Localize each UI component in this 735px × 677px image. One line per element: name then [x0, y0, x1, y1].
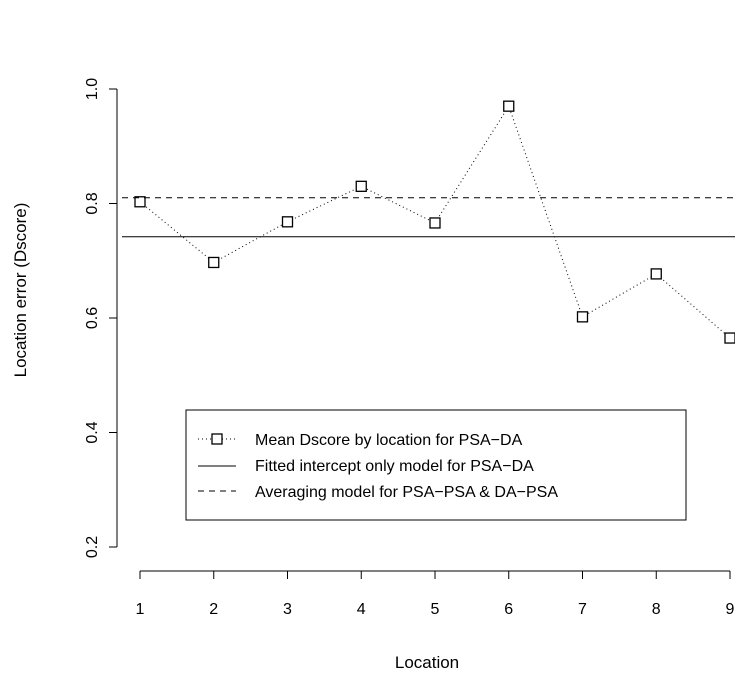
mean-point — [134, 196, 146, 208]
mean-point — [281, 216, 294, 228]
mean-point — [576, 311, 589, 323]
y-tick-label: 0.2 — [84, 536, 101, 558]
y-axis-title: Location error (Dscore) — [11, 203, 30, 378]
mean-point — [724, 332, 735, 344]
x-tick-label: 7 — [578, 601, 587, 618]
mean-point — [355, 180, 367, 192]
x-tick-label: 2 — [209, 601, 218, 618]
y-axis: 0.2 0.4 0.6 0.8 1.0 — [84, 78, 118, 558]
x-tick-label: 8 — [652, 601, 661, 618]
legend-marker-mean — [211, 433, 223, 445]
legend-label-mean: Mean Dscore by location for PSA−DA — [255, 432, 523, 449]
x-axis-title: Location — [395, 653, 459, 672]
mean-point — [429, 217, 441, 229]
x-axis: 1 2 3 4 5 6 7 8 9 — [136, 570, 735, 618]
y-tick-label: 0.6 — [84, 307, 101, 329]
x-tick-label: 3 — [283, 601, 292, 618]
legend-label-fitted: Fitted intercept only model for PSA−DA — [255, 458, 534, 475]
x-tick-label: 4 — [357, 601, 366, 618]
mean-point — [650, 268, 662, 280]
y-tick-label: 0.8 — [84, 192, 101, 214]
x-tick-label: 9 — [726, 601, 735, 618]
legend: Mean Dscore by location for PSA−DA Fitte… — [185, 409, 687, 521]
x-tick-label: 1 — [136, 601, 145, 618]
x-tick-label: 6 — [504, 601, 513, 618]
x-tick-label: 5 — [431, 601, 440, 618]
mean-point — [503, 100, 515, 112]
mean-point — [208, 256, 220, 269]
y-tick-label: 0.4 — [84, 421, 101, 443]
legend-box — [185, 409, 687, 521]
y-tick-label: 1.0 — [84, 78, 101, 100]
legend-label-averaging: Averaging model for PSA−PSA & DA−PSA — [255, 484, 558, 501]
